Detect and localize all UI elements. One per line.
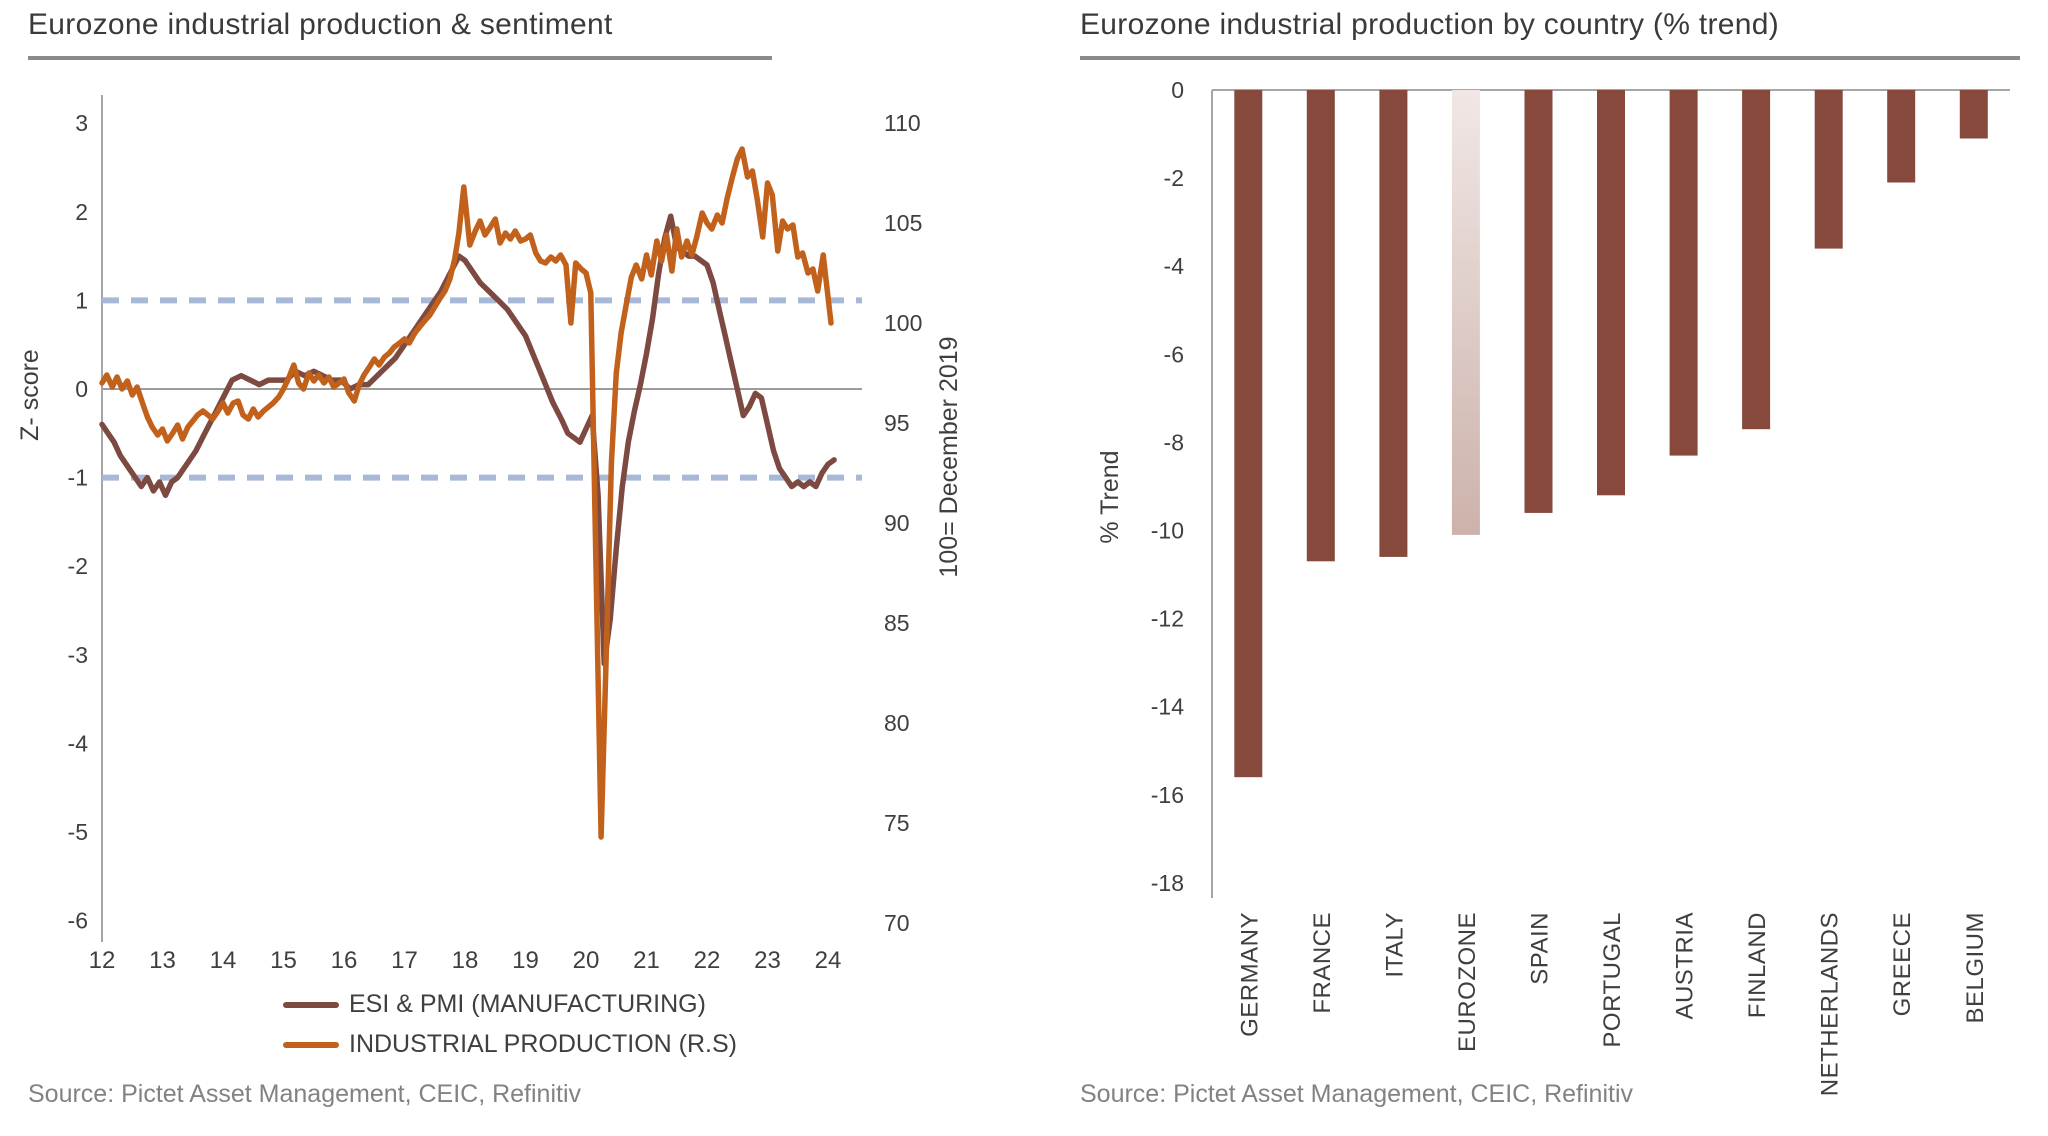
industrial-production-line (99, 146, 834, 840)
right-axis-title: 100= December 2019 (935, 336, 963, 577)
right-chart-title: Eurozone industrial production by countr… (1080, 8, 2020, 60)
bar-y-tick-label: -16 (1151, 782, 1184, 808)
bar-y-tick-label: -2 (1164, 165, 1184, 191)
bar-y-tick-label: 0 (1171, 77, 1184, 103)
esi-pmi-line-swatch (283, 1001, 339, 1008)
left-chart-title: Eurozone industrial production & sentime… (28, 8, 772, 60)
left-axis-tick-label: -2 (68, 553, 88, 579)
left-axis-tick-label: 3 (75, 110, 88, 136)
x-axis-tick-label: 16 (331, 947, 358, 974)
left-axis-tick-label: -3 (68, 642, 88, 668)
x-axis-tick-label: 12 (89, 947, 116, 974)
bar-label-greece: GREECE (1889, 912, 1916, 1016)
right-axis-tick-label: 105 (884, 210, 922, 236)
bar-label-italy: ITALY (1381, 912, 1408, 978)
bar-germany (1234, 90, 1263, 778)
x-axis-tick-label: 24 (815, 947, 842, 974)
right-axis-tick-label: 110 (884, 110, 921, 136)
bar-y-tick-label: -8 (1164, 429, 1184, 455)
bar-france (1306, 90, 1335, 562)
bar-y-tick-label: -14 (1151, 694, 1184, 720)
x-axis-tick-label: 13 (149, 947, 176, 974)
legend-row-industrial-production: INDUSTRIAL PRODUCTION (R.S) (283, 1030, 737, 1059)
x-axis-tick-label: 19 (512, 947, 539, 974)
x-axis-tick-label: 17 (391, 947, 418, 974)
bar-austria (1669, 90, 1698, 456)
industrial-production-legend-label: INDUSTRIAL PRODUCTION (R.S) (349, 1030, 737, 1058)
industrial-production-line-swatch (283, 1041, 339, 1048)
right-axis-tick-label: 75 (884, 810, 910, 836)
bar-label-finland: FINLAND (1744, 912, 1771, 1018)
bar-label-eurozone: EUROZONE (1454, 912, 1481, 1052)
bar-y-tick-label: -12 (1151, 606, 1184, 632)
right-axis-tick-label: 85 (884, 610, 910, 636)
bar-y-tick-label: -6 (1164, 341, 1184, 367)
bar-greece (1887, 90, 1916, 183)
x-axis-tick-label: 21 (633, 947, 660, 974)
x-axis-tick-label: 23 (754, 947, 781, 974)
legend: ESI & PMI (MANUFACTURING) INDUSTRIAL PRO… (283, 990, 737, 1059)
bar-y-tick-label: -18 (1151, 870, 1184, 896)
bar-label-austria: AUSTRIA (1672, 912, 1699, 1020)
x-axis-tick-label: 20 (573, 947, 600, 974)
bar-label-netherlands: NETHERLANDS (1817, 912, 1844, 1096)
right-axis-tick-label: 80 (884, 710, 910, 736)
x-axis-tick-label: 14 (210, 947, 237, 974)
left-axis-title: Z- score (16, 349, 44, 441)
right-axis-tick-label: 90 (884, 510, 910, 536)
bar-belgium (1959, 90, 1988, 139)
left-axis-tick-label: 0 (75, 376, 88, 402)
bar-y-axis-title: % Trend (1096, 450, 1124, 543)
bar-netherlands (1814, 90, 1843, 249)
left-axis-tick-label: -5 (68, 819, 88, 845)
left-axis-tick-label: 1 (75, 287, 88, 313)
left-source-text: Source: Pictet Asset Management, CEIC, R… (28, 1080, 582, 1108)
esi-pmi-line (99, 213, 837, 667)
bar-y-tick-label: -10 (1151, 518, 1184, 544)
bar-label-germany: GERMANY (1236, 912, 1263, 1037)
bar-italy (1379, 90, 1408, 557)
right-axis-tick-label: 70 (884, 910, 910, 936)
bar-label-france: FRANCE (1309, 912, 1336, 1014)
right-axis-tick-label: 100 (884, 310, 922, 336)
left-axis-tick-label: -6 (68, 908, 88, 934)
x-axis-tick-label: 22 (694, 947, 721, 974)
bar-finland (1742, 90, 1771, 430)
legend-row-esi-pmi: ESI & PMI (MANUFACTURING) (283, 990, 737, 1019)
left-axis-tick-label: -1 (68, 465, 88, 491)
right-axis-tick-label: 95 (884, 410, 910, 436)
bar-label-spain: SPAIN (1526, 912, 1553, 985)
bar-spain (1524, 90, 1553, 513)
bar-y-tick-label: -4 (1164, 253, 1185, 279)
esi-pmi-legend-label: ESI & PMI (MANUFACTURING) (349, 990, 706, 1018)
bar-portugal (1597, 90, 1625, 496)
right-source-text: Source: Pictet Asset Management, CEIC, R… (1080, 1080, 1634, 1108)
left-axis-tick-label: 2 (75, 199, 88, 225)
bar-chart: 0 -2 -4 -6 -8 -10 -12 -14 -16 -18 % Trend GERMANY FR… (1096, 77, 2010, 1096)
x-axis-tick-label: 18 (452, 947, 479, 974)
bar-eurozone (1451, 90, 1480, 535)
left-axis-tick-label: -4 (68, 730, 89, 756)
x-axis-tick-label: 15 (270, 947, 297, 974)
bar-label-belgium: BELGIUM (1962, 912, 1989, 1024)
bar-label-portugal: PORTUGAL (1599, 912, 1626, 1048)
